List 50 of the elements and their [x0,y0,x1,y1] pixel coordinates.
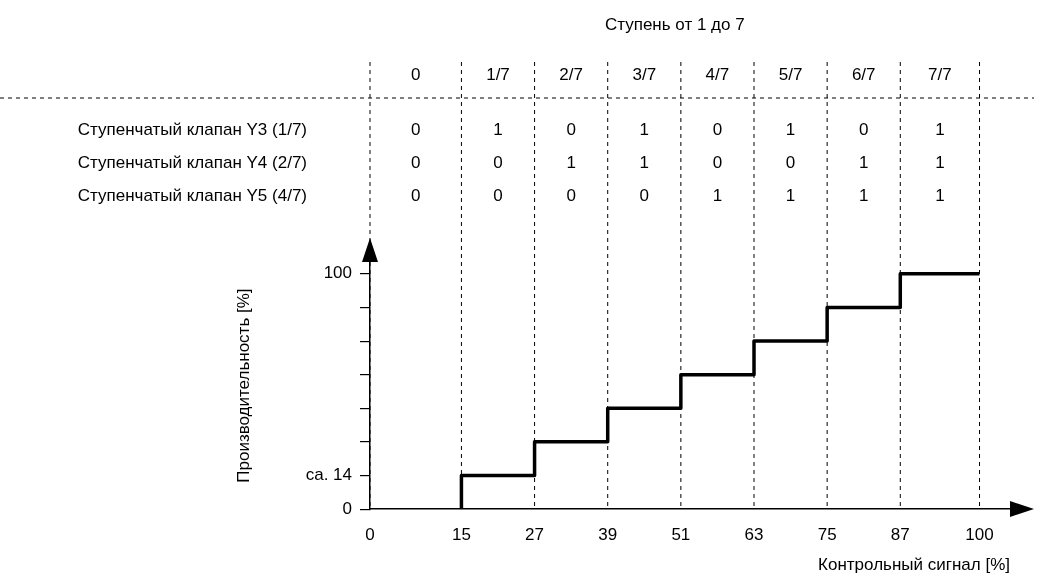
data-label: 0 [712,119,723,139]
x-tick-label: 0 [410,64,421,84]
data-label: 1 [639,119,650,139]
y-tick-label: ca. 14 [305,465,352,485]
data-label: 1 [935,185,945,205]
data-label: 0 [566,185,576,205]
data-label: 1 [712,185,723,205]
data-label: 0 [858,119,869,139]
x-tick-label: 7/7 [928,64,952,84]
data-label: 1 [566,152,576,172]
data-label: 1 [785,119,796,139]
y-axis-title: Производительность [%] [233,288,253,483]
x-tick-label: 15 [451,525,471,545]
x-tick-label: 63 [744,525,764,545]
x-tick-label: 3/7 [632,64,657,84]
x-tick-label: 27 [525,525,545,545]
x-tick-label: 0 [365,525,375,545]
data-label: 0 [566,119,576,139]
data-label: 1 [785,185,796,205]
y-tick-label: Ступенчатый клапан Y3 (1/7) [77,119,307,139]
data-label: 1 [858,152,869,172]
data-label: 0 [785,152,796,172]
data-label: 0 [493,152,503,172]
data-label: 1 [858,185,869,205]
data-label: 0 [410,185,421,205]
x-tick-label: 6/7 [851,64,876,84]
y-tick-label: 0 [342,498,352,518]
data-label: 0 [712,152,723,172]
data-label: 1 [639,152,650,172]
data-label: 1 [935,152,945,172]
data-label: 0 [493,185,503,205]
data-label: 0 [639,185,650,205]
data-label: 0 [410,119,421,139]
x-axis-title: Контрольный сигнал [%] [818,555,1010,575]
data-label: 1 [493,119,503,139]
chart-title: Ступень от 1 до 7 [604,14,745,34]
x-tick-label: 100 [965,525,994,545]
x-tick-label: 39 [598,525,618,545]
x-tick-label: 75 [817,525,837,545]
y-tick-label: Ступенчатый клапан Y5 (4/7) [77,185,307,205]
x-tick-label: 87 [890,525,910,545]
data-label: 1 [935,119,945,139]
x-tick-label: 1/7 [486,64,510,84]
y-tick-label: 100 [323,263,352,283]
x-tick-label: 4/7 [705,64,730,84]
data-label: 0 [410,152,421,172]
x-tick-label: 5/7 [778,64,803,84]
x-tick-label: 2/7 [559,64,583,84]
y-tick-label: Ступенчатый клапан Y4 (2/7) [77,152,307,172]
x-tick-label: 51 [671,525,691,545]
